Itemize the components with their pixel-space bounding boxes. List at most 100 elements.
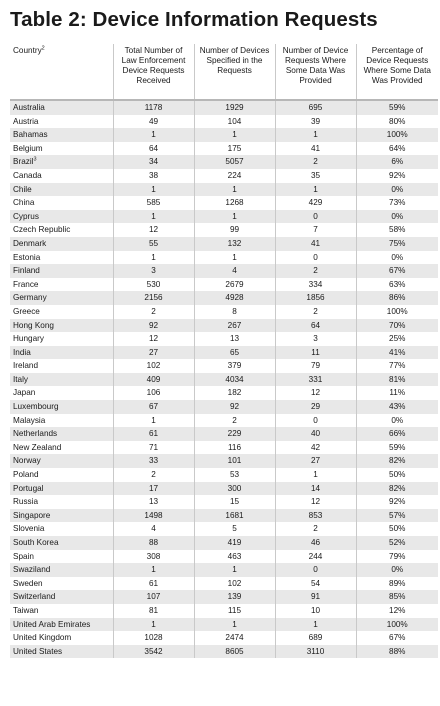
percentage-cell: 58% (355, 223, 438, 237)
country-name: Canada (13, 170, 42, 180)
country-name: Luxembourg (13, 402, 59, 412)
requests-provided-cell: 0 (274, 413, 356, 428)
country-name: Spain (13, 551, 34, 561)
requests-received-cell: 2 (112, 468, 194, 482)
country-name: United Kingdom (13, 633, 72, 643)
table-row: Germany 2156 4928 1856 86% (10, 291, 438, 305)
requests-received-cell: 12 (112, 332, 194, 346)
table-row: United States 3542 8605 3110 88% (10, 644, 438, 659)
country-cell: Norway (10, 454, 113, 469)
requests-received-cell: 4 (112, 522, 194, 536)
table-row: United Arab Emirates 1 1 1 100% (10, 617, 438, 632)
table-row: Austria 49 104 39 80% (10, 114, 438, 129)
devices-specified-cell: 2679 (193, 277, 275, 292)
percentage-cell: 43% (355, 400, 438, 414)
country-cell: Malaysia (10, 413, 113, 428)
devices-specified-cell: 182 (193, 386, 275, 401)
devices-specified-cell: 65 (193, 345, 275, 360)
percentage-cell: 77% (355, 359, 438, 373)
devices-specified-cell: 229 (193, 427, 275, 441)
requests-received-cell: 1 (112, 413, 194, 428)
table-row: Norway 33 101 27 82% (10, 454, 438, 469)
country-cell: Hungary (10, 332, 113, 346)
table-header: Country2 Total Number of Law Enforcement… (10, 44, 438, 101)
requests-received-cell: 1028 (112, 631, 194, 645)
percentage-cell: 0% (355, 413, 438, 428)
percentage-cell: 41% (355, 345, 438, 360)
table-row: Switzerland 107 139 91 85% (10, 590, 438, 604)
table-title: Table 2: Device Information Requests (10, 8, 378, 31)
requests-provided-cell: 2 (274, 264, 356, 278)
percentage-cell: 89% (355, 576, 438, 591)
requests-received-cell: 106 (112, 386, 194, 401)
percentage-cell: 59% (355, 100, 438, 115)
country-name: Austria (13, 116, 39, 126)
table-row: Poland 2 53 1 50% (10, 468, 438, 482)
table-row: Taiwan 81 115 10 12% (10, 603, 438, 618)
table-row: Ireland 102 379 79 77% (10, 359, 438, 373)
table-row: Greece 2 8 2 100% (10, 304, 438, 319)
percentage-cell: 79% (355, 549, 438, 564)
percentage-cell: 50% (355, 468, 438, 482)
country-cell: New Zealand (10, 440, 113, 455)
table-row: Canada 38 224 35 92% (10, 168, 438, 183)
requests-provided-cell: 11 (274, 345, 356, 360)
footnote-marker: 2 (41, 45, 45, 52)
country-cell: Hong Kong (10, 318, 113, 333)
devices-specified-cell: 5 (193, 522, 275, 536)
table-row: Netherlands 61 229 40 66% (10, 427, 438, 441)
requests-provided-cell: 1856 (274, 291, 356, 305)
table-row: Estonia 1 1 0 0% (10, 250, 438, 265)
country-cell: Poland (10, 468, 113, 482)
devices-specified-cell: 101 (193, 454, 275, 469)
country-name: Italy (13, 374, 29, 384)
table-row: Hungary 12 13 3 25% (10, 332, 438, 346)
country-cell: Switzerland (10, 590, 113, 604)
percentage-cell: 100% (355, 617, 438, 632)
devices-specified-cell: 132 (193, 236, 275, 251)
requests-provided-cell: 14 (274, 481, 356, 496)
requests-received-cell: 49 (112, 114, 194, 129)
devices-specified-cell: 15 (193, 495, 275, 509)
requests-provided-cell: 41 (274, 236, 356, 251)
requests-provided-cell: 244 (274, 549, 356, 564)
devices-specified-cell: 1268 (193, 196, 275, 210)
percentage-cell: 88% (355, 644, 438, 659)
country-name: Singapore (13, 510, 51, 520)
requests-provided-cell: 46 (274, 536, 356, 550)
country-name: Hong Kong (13, 320, 54, 330)
table-row: China 585 1268 429 73% (10, 196, 438, 210)
country-cell: France (10, 277, 113, 292)
requests-provided-cell: 429 (274, 196, 356, 210)
requests-provided-cell: 1 (274, 128, 356, 142)
country-name: Chile (13, 184, 32, 194)
requests-provided-cell: 79 (274, 359, 356, 373)
country-name: Poland (13, 470, 39, 480)
percentage-cell: 12% (355, 603, 438, 618)
requests-provided-cell: 41 (274, 141, 356, 156)
requests-received-cell: 1498 (112, 508, 194, 523)
devices-specified-cell: 4 (193, 264, 275, 278)
device-requests-table: Country2 Total Number of Law Enforcement… (10, 44, 438, 659)
country-cell: Brazil3 (10, 155, 113, 169)
country-cell: Denmark (10, 236, 113, 251)
country-cell: India (10, 345, 113, 360)
requests-received-cell: 55 (112, 236, 194, 251)
table-row: Spain 308 463 244 79% (10, 549, 438, 564)
country-cell: Germany (10, 291, 113, 305)
country-name: United States (13, 646, 63, 656)
devices-specified-cell: 139 (193, 590, 275, 604)
devices-specified-cell: 300 (193, 481, 275, 496)
country-cell: Estonia (10, 250, 113, 265)
requests-received-cell: 585 (112, 196, 194, 210)
country-name: Malaysia (13, 415, 46, 425)
country-name: Switzerland (13, 592, 56, 602)
devices-specified-cell: 92 (193, 400, 275, 414)
requests-received-cell: 88 (112, 536, 194, 550)
country-name: Cyprus (13, 211, 39, 221)
percentage-cell: 81% (355, 372, 438, 387)
country-cell: Luxembourg (10, 400, 113, 414)
percentage-cell: 92% (355, 495, 438, 509)
table-row: Swaziland 1 1 0 0% (10, 563, 438, 577)
requests-received-cell: 38 (112, 168, 194, 183)
